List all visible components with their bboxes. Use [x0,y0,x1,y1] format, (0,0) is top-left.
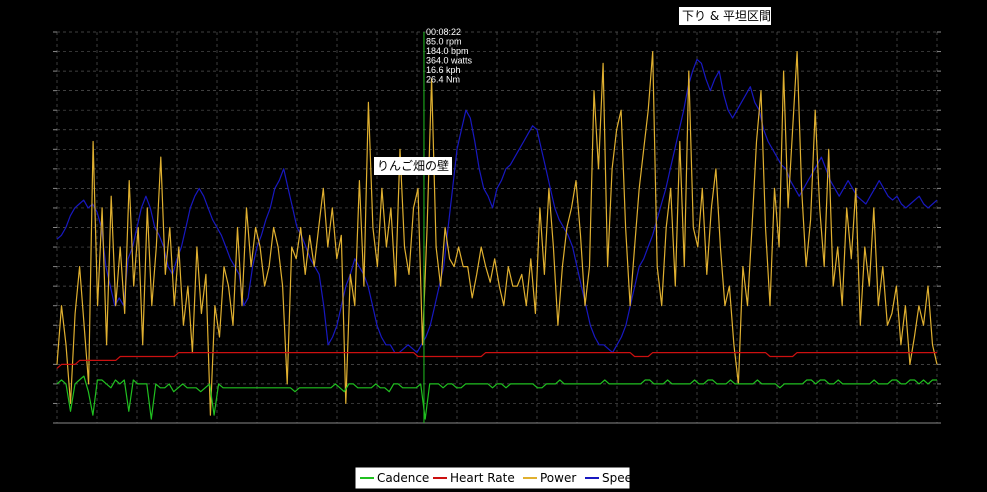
annotation-label: 下り & 平坦区間 [679,7,771,25]
readout-line: 00:08:22 [426,27,461,37]
annotations: りんご畑の壁 下り & 平坦区間 [374,7,771,175]
legend-box [354,466,631,490]
legend-label: Cadence [377,471,429,485]
readout-line: 364.0 watts [426,56,473,66]
readout-line: 26.4 Nm [426,75,460,85]
legend: Cadence Heart Rate Power Speed [354,466,640,490]
series-line-power [56,50,938,416]
axis-ticks [53,31,941,424]
legend-label: Heart Rate [450,471,515,485]
readout-line: 184.0 bpm [426,46,469,56]
legend-label: Speed [602,471,640,485]
grid [56,31,938,424]
series-line-heart-rate [56,352,937,369]
annotation-text: 下り & 平坦区間 [682,9,771,23]
readout-line: 16.6 kph [426,65,461,75]
readout-line: 85.0 rpm [426,37,462,47]
legend-item: Cadence [360,471,429,485]
series-layer [56,50,938,420]
annotation-text: りんご畑の壁 [377,158,449,173]
legend-item: Speed [585,471,640,485]
series-line-speed [56,58,938,354]
legend-item: Heart Rate [433,471,515,485]
series-line-cadence [56,375,937,420]
annotation-label: りんご畑の壁 [374,157,452,175]
annotation-box [374,157,452,175]
legend-label: Power [540,471,576,485]
annotation-box [679,7,771,25]
legend-item: Power [523,471,576,485]
